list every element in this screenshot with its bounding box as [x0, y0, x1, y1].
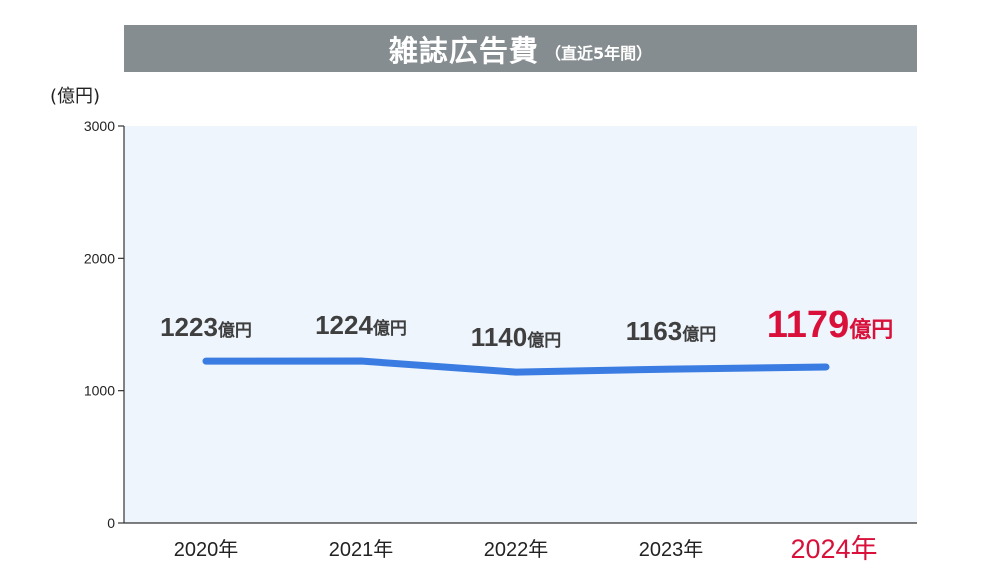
- data-label-unit: 億円: [682, 324, 716, 344]
- series-layer: [202, 357, 830, 376]
- y-tick-label: 2000: [84, 250, 115, 266]
- data-label: 1224億円: [315, 310, 407, 340]
- data-label: 1179億円: [767, 304, 893, 346]
- x-tick-label: 2022年: [484, 538, 549, 561]
- data-label: 1163億円: [626, 316, 716, 346]
- data-label-unit: 億円: [373, 318, 407, 338]
- chart-title-bar: 雑誌広告費 （直近5年間）: [124, 25, 917, 72]
- x-tick-label: 2021年: [329, 538, 394, 561]
- plot-area: [124, 126, 917, 523]
- axes: 0 1000 2000 3000: [84, 118, 917, 531]
- y-axis-unit-label: (億円): [50, 86, 101, 107]
- data-label-unit: 億円: [218, 320, 252, 340]
- data-label-number: 1223: [160, 312, 218, 342]
- chart-title: 雑誌広告費: [388, 33, 539, 68]
- data-label-number: 1224: [315, 310, 373, 340]
- x-tick-label: 2024年: [790, 534, 877, 564]
- chart-subtitle: （直近5年間）: [544, 43, 653, 63]
- y-tick-label: 0: [107, 515, 115, 531]
- data-label-number: 1140: [471, 322, 527, 352]
- data-label-unit: 億円: [527, 330, 561, 350]
- y-tick-label: 3000: [84, 118, 115, 134]
- data-label-unit: 億円: [849, 317, 893, 342]
- x-tick-label: 2020年: [174, 538, 239, 561]
- data-label: 1223億円: [160, 312, 252, 342]
- data-label-number: 1179: [767, 304, 849, 346]
- data-label: 1140億円: [471, 322, 561, 352]
- x-tick-labels: 2020年 2021年 2022年 2023年 2024年: [174, 534, 878, 564]
- data-label-number: 1163: [626, 316, 682, 346]
- y-tick-label: 1000: [84, 383, 115, 399]
- x-tick-label: 2023年: [639, 538, 704, 561]
- data-labels-layer: 1223億円 1224億円 1140億円 1163億円 1179億円: [160, 304, 893, 352]
